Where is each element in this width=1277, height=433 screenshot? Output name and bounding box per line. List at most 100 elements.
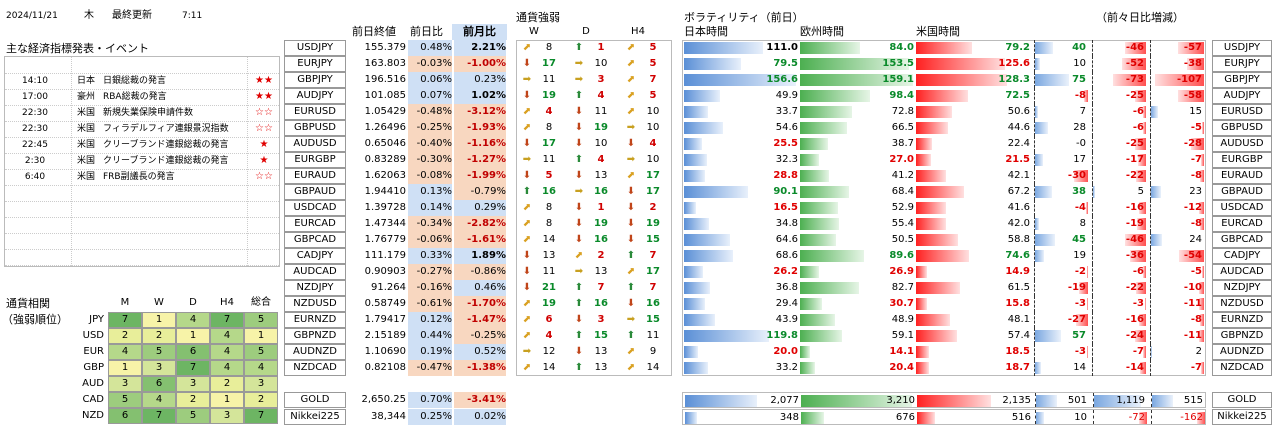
pair-label-right: GBPUSD — [1212, 120, 1272, 136]
volatility-bar — [917, 412, 935, 424]
volatility-diff-axis — [1034, 296, 1035, 312]
volatility-row: 20.0 14.1 18.5 -3 -7 2 — [682, 344, 1206, 360]
strength-arrow-icon: ⬈ — [626, 90, 636, 101]
volatility-diff-axis — [1092, 200, 1093, 216]
strength-rank: 17 — [646, 266, 660, 277]
volatility-diff-axis — [1150, 72, 1151, 88]
pair-label-left: EURUSD — [284, 104, 346, 120]
volatility-bar — [800, 106, 852, 118]
events-table: 14:10 日本 日銀総裁の発言 ★★ 17:00 豪州 RBA総裁の発言 ★★ 22:30 米国… — [4, 56, 280, 267]
strength-rank: 21 — [542, 282, 556, 293]
volatility-value: 79.2 — [1005, 42, 1030, 53]
event-country: 米国 — [77, 156, 96, 166]
volatility-diff-value: 38 — [1072, 186, 1086, 197]
strength-arrow-icon: ⬆ — [626, 282, 636, 293]
volatility-bar — [916, 122, 948, 134]
strength-rank: 8 — [545, 202, 553, 213]
volatility-value: 156.6 — [766, 74, 798, 85]
volatility-bar — [800, 138, 828, 150]
volatility-diff-value: -54 — [1183, 250, 1202, 261]
event-name: RBA総裁の発言 — [103, 92, 167, 102]
volatility-diff-value: 23 — [1189, 186, 1202, 197]
strength-arrow-icon: ➡ — [522, 346, 532, 357]
strength-arrow-icon: ⬆ — [574, 282, 584, 293]
events-row-line — [5, 185, 279, 186]
events-row-line — [5, 153, 279, 154]
correlation-cell: 7 — [244, 408, 278, 424]
volatility-diff-axis — [1092, 328, 1093, 344]
volatility-table: 111.0 84.0 79.2 40 -46 -57 79.5 153.5 125.6 10 -52… — [682, 40, 1206, 380]
volatility-border — [682, 40, 1206, 376]
volatility-diff-bar — [1137, 218, 1146, 230]
events-col-line — [71, 57, 72, 266]
pair-label-right: GBPAUD — [1212, 184, 1272, 200]
volatility-diff-bar — [1200, 154, 1204, 166]
correlation-cell: 3 — [176, 376, 210, 392]
volatility-diff-value: -8 — [1190, 314, 1202, 325]
event-importance-stars: ☆☆ — [255, 123, 273, 134]
strength-rank: 2 — [597, 250, 605, 261]
strength-rank: 19 — [646, 218, 660, 229]
monthly-change-value: 2.21% — [454, 40, 506, 56]
volatility-bar — [800, 346, 811, 358]
correlation-cell: 2 — [244, 392, 278, 408]
strength-arrow-icon: ⬈ — [522, 314, 532, 325]
volatility-bar — [684, 154, 707, 166]
correlation-cell: 5 — [244, 344, 278, 360]
correlation-cell: 4 — [176, 312, 210, 328]
volatility-diff-axis — [1034, 120, 1035, 136]
volatility-bar — [916, 138, 932, 150]
strength-arrow-icon: ⬈ — [522, 362, 532, 373]
volatility-diff-axis — [1150, 56, 1151, 72]
volatility-bar — [684, 298, 705, 310]
volatility-value: 2,135 — [1002, 395, 1031, 406]
volatility-bar — [916, 346, 930, 358]
correlation-cell: 7 — [142, 408, 176, 424]
volatility-diff-value: -10 — [1183, 282, 1202, 293]
volatility-bar — [916, 106, 953, 118]
volatility-diff-bar — [1201, 266, 1204, 278]
volatility-row: 34.8 55.4 42.0 8 -19 -8 — [682, 216, 1206, 232]
monthly-change-value: 0.02% — [454, 409, 506, 425]
volatility-diff-bar — [1136, 282, 1146, 294]
volatility-diff-value: 501 — [1067, 395, 1087, 406]
volatility-value: 14.9 — [1005, 266, 1030, 277]
strength-rank: 11 — [542, 154, 556, 165]
volatility-bar — [684, 234, 731, 246]
strength-rank: 15 — [594, 330, 608, 341]
volatility-value: 41.6 — [1007, 202, 1030, 213]
volatility-bar — [800, 90, 871, 102]
strength-arrow-icon: ⬆ — [626, 330, 636, 341]
daily-change-value: 0.13% — [408, 184, 452, 200]
strength-arrow-icon: ⬆ — [626, 250, 636, 261]
volatility-diff-value: -16 — [1125, 202, 1144, 213]
monthly-change-value: -1.99% — [454, 168, 506, 184]
daily-change-value: -0.40% — [408, 136, 452, 152]
daily-change-value: 0.06% — [408, 72, 452, 88]
volatility-bar — [800, 186, 849, 198]
volatility-diff-bar — [1036, 412, 1044, 424]
strength-header-w: W — [529, 26, 539, 37]
pair-label-left: AUDCAD — [284, 264, 346, 280]
daily-change-value: -0.25% — [408, 120, 452, 136]
volatility-bar — [800, 250, 864, 262]
strength-table: ⬈ 8 ⬆ 1 ⬈ 5 ⬇ 17 ➡ 10 ⬈ 5 ➡ 11 ➡ 3 ⬈ 7 ⬇ 19 ⬆ 4 ⬈ 5 ⬈ 4 ⬇ 11 ⬈ 10 ⬈ 8 ⬇ 1… — [516, 40, 672, 380]
volatility-diff-axis — [1034, 264, 1035, 280]
monthly-change-value: -1.16% — [454, 136, 506, 152]
volatility-value: 52.9 — [891, 202, 914, 213]
volatility-value: 38.7 — [891, 138, 914, 149]
pair-label-right: GBPCAD — [1212, 232, 1272, 248]
event-time: 17:00 — [22, 92, 48, 102]
correlation-currency: NZD — [81, 410, 104, 421]
strength-rank: 17 — [542, 58, 556, 69]
strength-rank: 17 — [542, 138, 556, 149]
volatility-bar — [800, 74, 914, 86]
strength-rank: 17 — [646, 186, 660, 197]
volatility-diff-bar — [1191, 138, 1204, 150]
volatility-diff-axis — [1150, 264, 1151, 280]
volatility-diff-axis — [1092, 120, 1093, 136]
volatility-diff-axis — [1092, 184, 1093, 200]
strength-arrow-icon: ➡ — [574, 186, 584, 197]
strength-rank: 3 — [597, 74, 605, 85]
volatility-diff-bar — [1151, 106, 1158, 118]
